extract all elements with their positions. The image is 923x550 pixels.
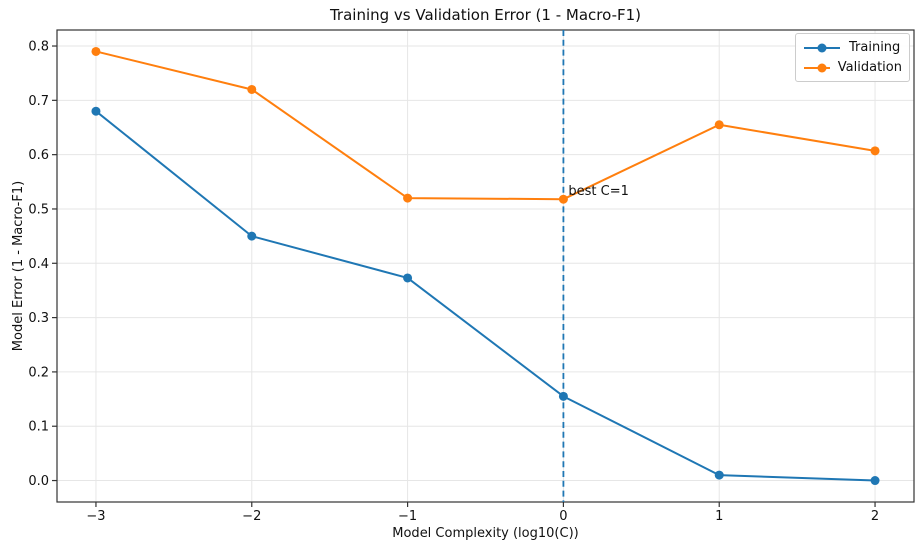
data-point-validation: [870, 146, 880, 156]
series-line-validation: [94, 50, 877, 201]
y-tick-label: 0.5: [28, 202, 49, 217]
legend-label-validation: Validation: [837, 60, 902, 75]
x-tick-label: −1: [398, 509, 417, 524]
series-line-training: [94, 110, 877, 482]
data-point-training: [714, 470, 724, 480]
data-point-validation: [91, 46, 101, 56]
y-tick-label: 0.8: [28, 40, 49, 55]
legend-item-training: Training: [803, 40, 902, 55]
x-tick-label: 1: [715, 509, 723, 524]
y-tick-label: 0.1: [28, 420, 49, 435]
legend-swatch-training: [804, 43, 840, 52]
legend-label-training: Training: [849, 40, 901, 55]
plot-border: [56, 29, 915, 503]
data-point-training: [91, 106, 101, 116]
y-tick-label: 0.3: [28, 311, 49, 326]
y-tick-label: 0.6: [28, 148, 49, 163]
data-point-validation: [714, 120, 724, 130]
x-axis-label: Model Complexity (log10(C)): [392, 526, 578, 541]
data-point-validation: [558, 194, 568, 204]
x-tick-label: 0: [559, 509, 567, 524]
y-tick-label: 0.4: [28, 257, 49, 272]
y-tick-label: 0.7: [28, 94, 49, 109]
gridlines: [57, 30, 914, 502]
y-tick-label: 0.0: [28, 474, 49, 489]
data-point-validation: [403, 193, 413, 203]
legend-swatch-validation: [804, 63, 830, 72]
legend-item-validation: Validation: [803, 60, 902, 75]
data-point-training: [403, 273, 413, 283]
data-point-training: [558, 391, 568, 401]
data-point-validation: [247, 84, 257, 94]
chart-title: Training vs Validation Error (1 - Macro-…: [329, 6, 641, 24]
data-point-training: [247, 231, 257, 241]
x-tick-label: −3: [86, 509, 105, 524]
x-tick-label: 2: [871, 509, 879, 524]
data-point-training: [870, 476, 880, 486]
y-axis-label: Model Error (1 - Macro-F1): [11, 181, 26, 351]
x-tick-label: −2: [242, 509, 261, 524]
legend: Training Validation: [795, 33, 910, 82]
axes: −3 −2 −1 0 1 2 0.0 0.1 0.2 0.3 0.4 0.5 0.6 0.7 0.8: [28, 29, 915, 524]
series-layer: best C=1: [91, 30, 880, 502]
best-c-annotation: best C=1: [568, 184, 629, 199]
y-tick-label: 0.2: [28, 365, 49, 380]
